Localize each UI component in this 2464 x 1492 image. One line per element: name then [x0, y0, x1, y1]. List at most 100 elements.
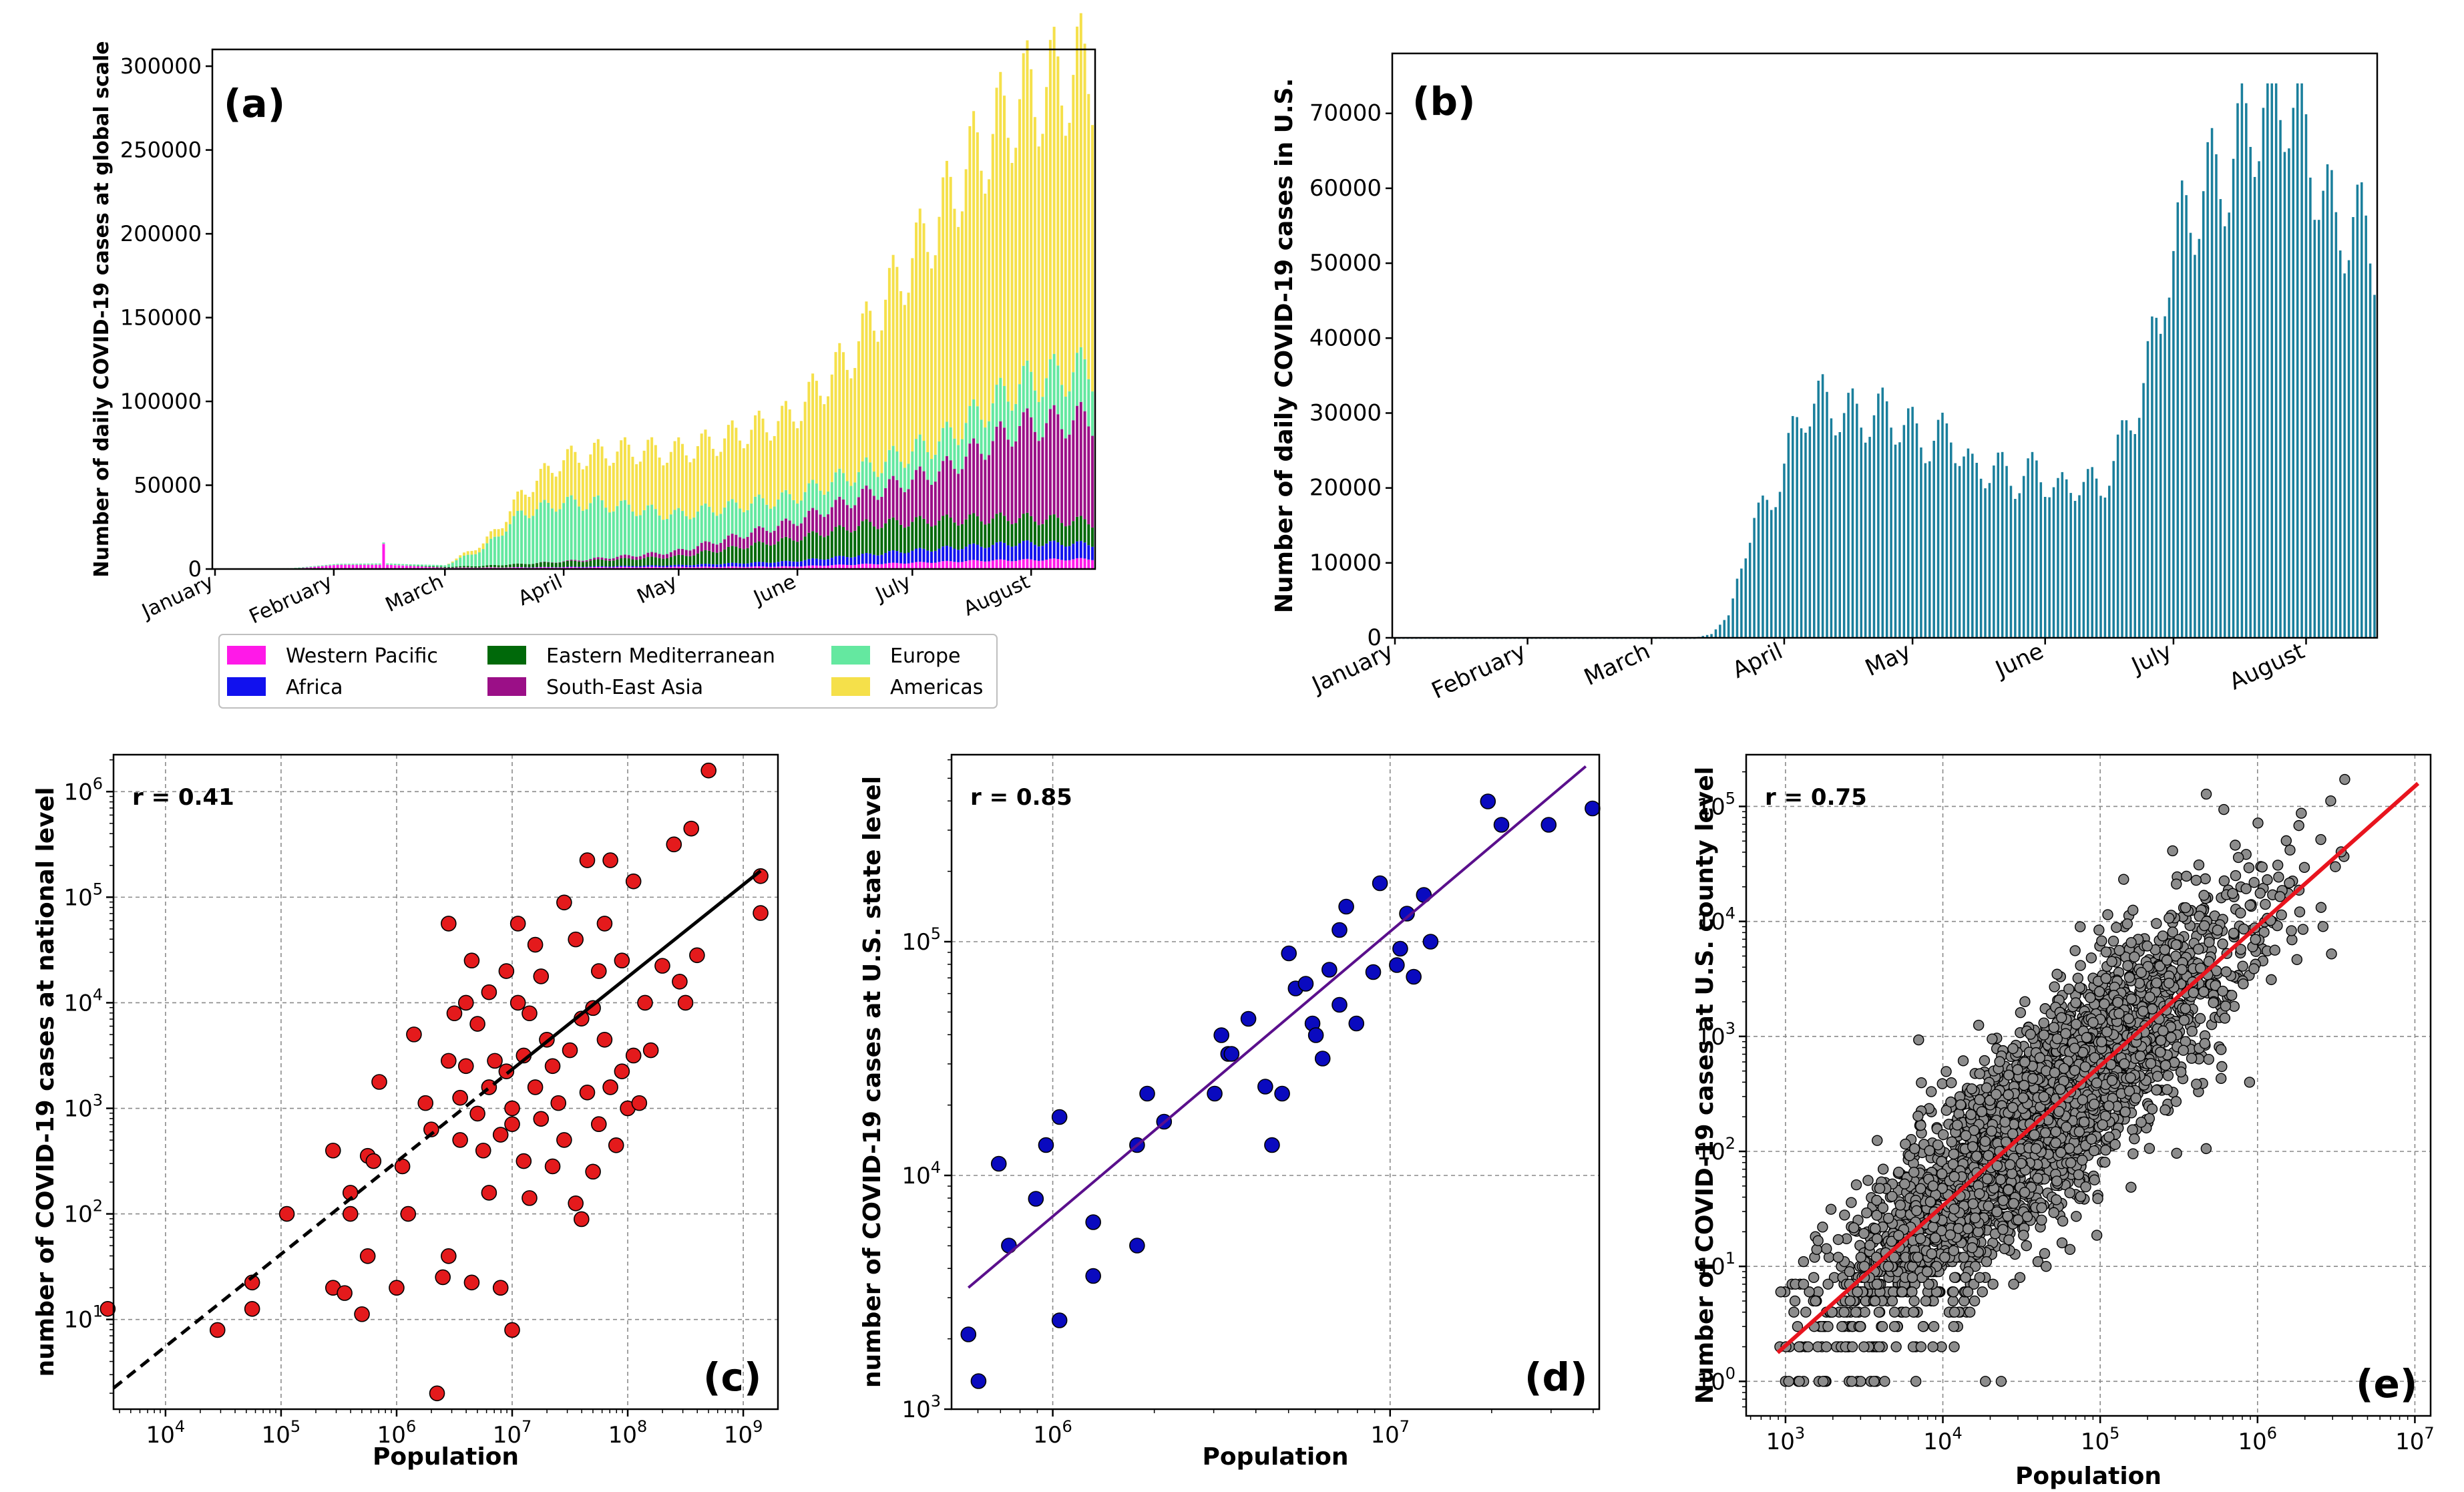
bar — [1993, 465, 1995, 638]
bar-segment-western-pacific — [1045, 559, 1048, 569]
scatter-point — [1926, 1248, 1938, 1260]
bar-segment-americas — [884, 299, 887, 462]
bar — [1826, 391, 1828, 638]
bar-segment-south-east-asia — [623, 554, 626, 558]
bar-segment-africa — [1022, 540, 1025, 560]
bar-segment-africa — [754, 562, 757, 567]
bar-segment-eastern-mediterranean — [459, 566, 462, 568]
bar-segment-south-east-asia — [696, 546, 699, 554]
bar-segment-south-east-asia — [704, 541, 707, 551]
y-tick-label: 60000 — [1309, 175, 1382, 202]
scatter-point — [1389, 957, 1405, 973]
scatter-point — [2220, 1000, 2232, 1012]
bar-segment-western-pacific — [964, 561, 968, 569]
bar-segment-europe — [934, 454, 937, 482]
bar — [2035, 460, 2038, 638]
bar-segment-south-east-asia — [739, 537, 742, 548]
legend-entry: Africa — [286, 676, 343, 699]
bar-segment-americas — [596, 439, 600, 496]
bar-segment-eastern-mediterranean — [554, 562, 558, 568]
scatter-point — [1929, 1232, 1941, 1244]
bar-segment-western-pacific — [899, 563, 903, 569]
bar — [2142, 383, 2145, 638]
scatter-point — [1821, 1243, 1832, 1254]
bar-segment-europe — [681, 511, 684, 549]
x-tick-label: June — [1991, 638, 2048, 683]
bar-segment-south-east-asia — [861, 489, 864, 522]
bar-segment-americas — [520, 490, 524, 511]
scatter-point — [1541, 817, 1557, 833]
bar — [2108, 486, 2111, 638]
x-tick-label: 107 — [2395, 1424, 2435, 1455]
y-tick-label: 50000 — [134, 473, 202, 498]
bar-segment-western-pacific — [972, 560, 976, 569]
bar-segment-europe — [532, 516, 535, 564]
bar-segment-western-pacific — [869, 564, 872, 569]
bar-segment-western-pacific — [715, 567, 718, 569]
bar-segment-eastern-mediterranean — [627, 558, 630, 566]
scatter-point — [2166, 1032, 2177, 1043]
bar-segment-western-pacific — [638, 567, 642, 569]
scatter-point — [2238, 978, 2249, 990]
bar — [2151, 316, 2153, 638]
bar-segment-americas — [980, 170, 983, 420]
bar-segment-africa — [1064, 546, 1067, 561]
bar-segment-europe — [999, 377, 1002, 421]
bar-segment-western-pacific — [593, 567, 596, 569]
bar-segment-americas — [842, 352, 845, 474]
scatter-point — [2178, 1045, 2189, 1056]
bar-segment-europe — [512, 516, 516, 564]
bar-segment-western-pacific — [711, 566, 714, 569]
scatter-point — [1945, 1096, 1957, 1108]
bar-segment-africa — [777, 562, 780, 567]
scatter-point — [2049, 981, 2060, 992]
bar-segment-europe — [739, 508, 742, 538]
bar-segment-africa — [781, 561, 784, 566]
bar-segment-americas — [845, 369, 849, 482]
bar-segment-western-pacific — [945, 560, 948, 569]
bar-segment-south-east-asia — [669, 552, 672, 558]
bar — [1727, 615, 1730, 638]
scatter-point — [562, 1042, 578, 1059]
bar-segment-europe — [708, 506, 711, 542]
bar-segment-europe — [903, 468, 906, 492]
bar-segment-eastern-mediterranean — [596, 559, 600, 566]
bar-segment-western-pacific — [1014, 560, 1018, 569]
scatter-point — [2064, 1244, 2076, 1256]
bar-segment-europe — [612, 511, 615, 558]
bar-segment-europe — [849, 486, 853, 508]
x-tick-label: March — [382, 570, 447, 617]
scatter-point — [2013, 1214, 2024, 1226]
scatter-point — [441, 1053, 457, 1069]
bar-segment-americas — [765, 432, 769, 505]
bar-segment-europe — [355, 563, 359, 565]
bar-segment-europe — [493, 536, 496, 565]
scatter-point — [2294, 906, 2306, 918]
scatter-point — [527, 1079, 544, 1095]
bar-segment-americas — [838, 343, 841, 469]
bar-segment-europe — [1079, 347, 1082, 402]
scatter-point — [2274, 891, 2286, 902]
scatter-point — [2125, 937, 2137, 948]
scatter-point — [1927, 1341, 1938, 1352]
bar-segment-western-pacific — [1064, 560, 1067, 569]
bar-segment-eastern-mediterranean — [845, 530, 849, 558]
bar-segment-south-east-asia — [1083, 411, 1086, 520]
scatter-point — [1916, 1077, 1927, 1089]
bar-segment-americas — [696, 446, 699, 512]
bar — [2343, 273, 2346, 638]
bar — [2168, 297, 2171, 638]
bar-segment-americas — [662, 465, 665, 520]
scatter-point — [2325, 795, 2336, 807]
bar-segment-americas — [501, 528, 504, 536]
scatter-point — [2200, 1143, 2212, 1155]
bar — [2292, 108, 2295, 638]
bar-segment-western-pacific — [620, 566, 623, 569]
bar-segment-south-east-asia — [1026, 408, 1029, 513]
scatter-point — [2266, 974, 2277, 986]
bar-segment-western-pacific — [823, 566, 826, 569]
bar-segment-europe — [578, 506, 581, 561]
bar — [1740, 568, 1743, 638]
bar-segment-americas — [554, 476, 558, 512]
